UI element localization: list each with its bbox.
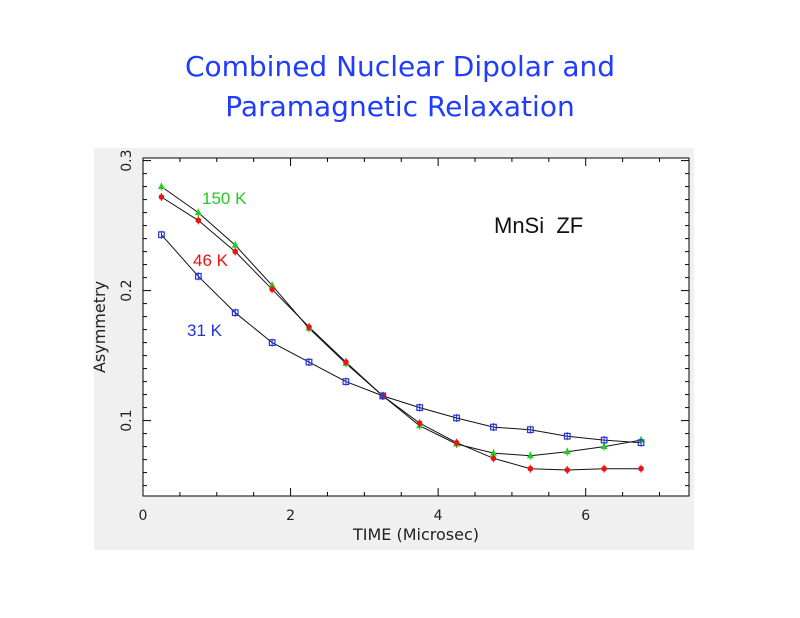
data-point-31k xyxy=(490,423,497,431)
x-tick-label: 0 xyxy=(139,508,148,524)
data-point-150k xyxy=(194,208,202,216)
x-tick-label: 6 xyxy=(581,508,590,524)
series-line-46k xyxy=(161,196,641,471)
chart-title-line-2: Paramagnetic Relaxation xyxy=(225,90,575,123)
data-point-31k xyxy=(268,339,276,346)
data-point-31k xyxy=(453,414,460,422)
annotation-mnsi-zf: MnSi ZF xyxy=(494,213,583,238)
x-tick-label: 4 xyxy=(434,508,443,524)
data-point-150k xyxy=(268,281,276,288)
data-point-46k xyxy=(527,465,534,472)
data-point-150k xyxy=(563,447,571,455)
data-point-150k xyxy=(526,451,534,459)
data-point-150k xyxy=(231,241,239,248)
x-tick-label: 2 xyxy=(286,508,295,524)
data-point-46k xyxy=(490,455,497,462)
plot-frame xyxy=(142,157,690,497)
data-point-46k xyxy=(638,465,644,472)
annotation-46k: 46 K xyxy=(193,251,229,270)
data-point-46k xyxy=(269,286,275,293)
data-point-46k xyxy=(232,248,239,255)
series-line-150k xyxy=(161,186,642,457)
y-axis-label: Asymmetry xyxy=(90,281,109,373)
data-point-46k xyxy=(343,359,349,365)
data-point-31k xyxy=(379,392,387,400)
data-point-31k xyxy=(600,436,608,444)
data-point-31k xyxy=(342,378,350,385)
y-tick-label: 0.3 xyxy=(119,149,135,171)
chart-title-line-1: Combined Nuclear Dipolar and xyxy=(184,50,616,83)
data-point-46k xyxy=(416,420,423,427)
data-point-31k xyxy=(158,231,165,239)
y-tick-label: 0.1 xyxy=(119,409,135,431)
data-point-150k xyxy=(157,182,165,190)
data-point-31k xyxy=(194,272,202,280)
data-point-31k xyxy=(231,309,239,317)
data-point-46k xyxy=(453,439,460,446)
data-point-31k xyxy=(416,404,424,411)
data-point-46k xyxy=(158,194,165,200)
data-point-46k xyxy=(195,217,202,224)
series-line-31k xyxy=(161,234,642,444)
x-axis-label: TIME (Microsec) xyxy=(352,525,479,544)
data-point-31k xyxy=(637,439,645,447)
data-point-150k xyxy=(600,442,608,450)
data-point-46k xyxy=(601,465,607,472)
y-tick-label: 0.2 xyxy=(119,279,135,301)
data-point-150k xyxy=(489,449,497,456)
data-point-31k xyxy=(305,358,313,366)
annotation-31k: 31 K xyxy=(187,321,223,340)
data-point-31k xyxy=(563,432,571,440)
data-point-31k xyxy=(526,426,534,434)
annotation-150k: 150 K xyxy=(202,189,247,208)
data-point-46k xyxy=(306,324,312,330)
data-point-46k xyxy=(564,467,571,473)
